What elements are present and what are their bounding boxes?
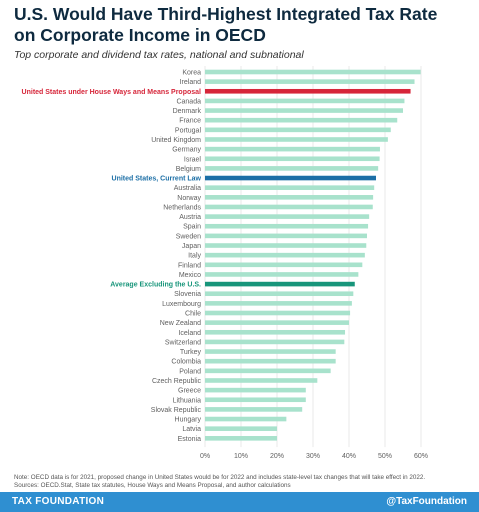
category-label: Netherlands [163,204,201,211]
category-label: Japan [182,243,201,250]
bar [205,69,421,75]
footer-handle: @TaxFoundation [386,496,467,507]
chart-title-line-1: U.S. Would Have Third-Highest Integrated… [14,4,438,24]
x-tick-label: 20% [270,453,284,460]
bar [205,127,391,133]
source-note: Note: OECD data is for 2021, proposed ch… [14,474,469,490]
bar [205,117,398,123]
category-label: Ireland [180,79,202,86]
bar [205,137,388,142]
bar [205,88,411,94]
bar [205,416,287,422]
category-label: Spain [183,224,201,231]
category-label: Canada [176,98,201,105]
bar [205,79,415,84]
bar [205,358,336,364]
bar [205,407,303,412]
category-label: Sweden [176,233,201,240]
category-label: France [179,118,201,125]
category-label: Israel [184,156,202,163]
chart-title-line-2: on Corporate Income in OECD [14,25,266,45]
footer-brand: TAX FOUNDATION [12,496,105,507]
bar [205,378,318,383]
bar [205,426,277,431]
bar [205,156,380,162]
category-label: Greece [178,388,201,395]
category-label: Austria [179,214,201,221]
category-label: Switzerland [165,339,201,346]
x-tick-label: 40% [342,453,356,460]
bar [205,195,374,200]
category-label: Norway [177,195,201,202]
x-tick-label: 0% [200,453,210,460]
chart-subtitle: Top corporate and dividend tax rates, na… [14,49,304,61]
bar [205,291,354,297]
category-label: Estonia [178,436,201,443]
bar [205,262,363,268]
category-label: Belgium [176,166,201,173]
category-label: Turkey [180,349,202,356]
bar [205,175,376,181]
bar [205,243,367,248]
category-label: Korea [182,70,201,77]
bar [205,387,306,393]
category-label: Hungary [175,417,202,424]
bar [205,339,345,345]
category-label: Colombia [171,359,201,366]
sources-line: Sources: OECD.Stat, State tax statutes, … [14,482,291,489]
bar [205,368,331,374]
bar [205,436,277,441]
bar [205,146,380,152]
chart-title: U.S. Would Have Third-Highest Integrated… [14,4,469,46]
bar [205,310,351,316]
category-label: Chile [185,311,201,318]
x-tick-label: 60% [414,453,428,460]
bar [205,397,306,403]
bar [205,214,370,219]
bar [205,329,346,335]
bar [205,281,355,287]
category-label: Italy [188,253,201,260]
bar [205,233,367,239]
bar [205,98,405,104]
bar [205,166,379,171]
category-label: Mexico [179,272,201,279]
category-label: Lithuania [173,397,202,404]
category-label: Denmark [173,108,202,115]
category-label: Average Excluding the U.S. [110,282,201,289]
note-line: Note: OECD data is for 2021, proposed ch… [14,474,426,481]
category-label: Luxembourg [162,301,201,308]
bar [205,185,375,190]
bar [205,108,403,113]
category-label: Australia [174,185,201,192]
bar [205,252,365,258]
category-label: Slovenia [174,291,201,298]
category-label: Portugal [175,127,202,134]
category-label: Germany [172,147,201,154]
category-label: Iceland [178,330,201,337]
x-tick-label: 30% [306,453,320,460]
bar [205,301,352,306]
category-label: Slovak Republic [151,407,202,414]
x-tick-label: 50% [378,453,392,460]
x-tick-label: 10% [234,453,248,460]
bar [205,320,349,325]
bar [205,349,336,354]
bar [205,204,373,210]
bar [205,223,369,229]
category-label: United States, Current Law [112,176,202,183]
category-label: Poland [179,368,201,375]
category-label: Czech Republic [152,378,202,385]
category-label: United States under House Ways and Means… [22,89,202,96]
bar-chart: 0% 10% 20% 30% 40% 50% 60% Korea Ireland United S… [22,66,428,460]
category-label: Latvia [182,426,201,433]
category-label: United Kingdom [151,137,201,144]
category-label: Finland [178,262,201,269]
footer-bar: TAX FOUNDATION @TaxFoundation [0,492,479,512]
category-label: New Zealand [160,320,201,327]
bar [205,272,359,277]
